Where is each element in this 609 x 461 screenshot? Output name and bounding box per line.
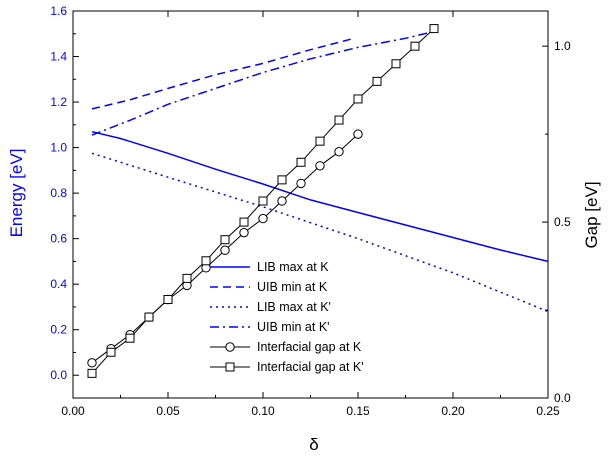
legend-label-lib-max-k: LIB max at K bbox=[257, 260, 329, 274]
data-point-square bbox=[144, 312, 154, 322]
series-markers bbox=[87, 24, 439, 378]
ticks: 0.00 0.05 0.10 0.15 0.20 0.250.00.20.40.60.81… bbox=[50, 4, 571, 418]
legend-entry-lib-max-k: LIB max at K bbox=[210, 260, 329, 274]
series-line-1 bbox=[91, 37, 355, 110]
data-point-square bbox=[334, 115, 344, 125]
data-point-square bbox=[201, 256, 211, 266]
data-point-square bbox=[391, 59, 401, 69]
legend-marker-gap-kprime bbox=[225, 362, 235, 372]
data-point-square bbox=[410, 41, 420, 51]
data-point-square bbox=[87, 368, 97, 378]
y-left-tick-label: 1.6 bbox=[50, 4, 67, 18]
data-point-square bbox=[372, 76, 382, 86]
data-point-square bbox=[106, 347, 116, 357]
data-point-square bbox=[315, 136, 325, 146]
legend-label-uib-min-k: UIB min at K bbox=[257, 280, 328, 294]
x-tick-label: 0.00 bbox=[61, 404, 85, 418]
legend-entry-uib-min-k: UIB min at K bbox=[210, 280, 328, 294]
data-point-square bbox=[258, 196, 268, 206]
legend-label-lib-max-kprime: LIB max at K' bbox=[257, 300, 331, 314]
y-left-axis-title: Energy [eV] bbox=[7, 149, 26, 238]
y-left-tick-label: 1.0 bbox=[50, 141, 67, 155]
y-right-axis-title: Gap [eV] bbox=[582, 181, 601, 248]
y-right-tick-label: 1.0 bbox=[554, 39, 571, 53]
x-tick-label: 0.05 bbox=[156, 404, 180, 418]
legend-marker-gap-k bbox=[225, 342, 235, 352]
data-point-circle bbox=[87, 358, 97, 368]
legend-entry-lib-max-kprime: LIB max at K' bbox=[210, 300, 331, 314]
legend-entry-uib-min-kprime: UIB min at K' bbox=[210, 320, 330, 334]
data-point-circle bbox=[220, 245, 230, 255]
y-left-tick-label: 0.4 bbox=[50, 277, 67, 291]
y-right-tick-label: 0.0 bbox=[554, 391, 571, 405]
data-point-circle bbox=[296, 178, 306, 189]
y-left-tick-label: 0.0 bbox=[50, 368, 67, 382]
data-point-square bbox=[277, 175, 287, 185]
data-point-square bbox=[125, 333, 135, 343]
data-point-circle bbox=[353, 129, 363, 139]
x-tick-label: 0.20 bbox=[441, 404, 465, 418]
legend: LIB max at K UIB min at K LIB max at K' … bbox=[210, 260, 364, 374]
data-point-circle bbox=[277, 196, 287, 206]
y-left-tick-label: 1.2 bbox=[50, 95, 67, 109]
data-point-square bbox=[429, 24, 439, 34]
legend-label-uib-min-kprime: UIB min at K' bbox=[257, 320, 330, 334]
y-left-tick-label: 0.6 bbox=[50, 232, 67, 246]
y-left-tick-label: 1.4 bbox=[50, 50, 67, 64]
series-line-0 bbox=[91, 130, 549, 263]
data-point-square bbox=[163, 294, 173, 304]
data-point-square bbox=[239, 217, 249, 227]
y-left-tick-label: 0.8 bbox=[50, 186, 67, 200]
legend-label-gap-k: Interfacial gap at K bbox=[257, 340, 362, 354]
y-left-tick-label: 0.2 bbox=[50, 323, 67, 337]
x-tick-label: 0.25 bbox=[536, 404, 560, 418]
x-tick-label: 0.15 bbox=[346, 404, 370, 418]
data-point-circle bbox=[315, 161, 325, 171]
x-tick-label: 0.10 bbox=[251, 404, 275, 418]
legend-entry-gap-kprime: Interfacial gap at K' bbox=[210, 360, 364, 374]
data-point-square bbox=[220, 235, 230, 245]
legend-label-gap-kprime: Interfacial gap at K' bbox=[257, 360, 364, 374]
data-point-circle bbox=[258, 213, 268, 224]
series-line-3 bbox=[91, 30, 435, 136]
data-point-square bbox=[353, 94, 363, 104]
x-axis-title: δ bbox=[309, 435, 318, 454]
data-point-circle bbox=[239, 227, 249, 238]
series-line-2 bbox=[91, 152, 549, 313]
legend-entry-gap-k: Interfacial gap at K bbox=[210, 340, 362, 354]
data-point-square bbox=[296, 157, 306, 167]
y-right-tick-label: 0.5 bbox=[554, 215, 571, 229]
data-point-square bbox=[182, 273, 192, 283]
data-point-circle bbox=[334, 147, 344, 157]
